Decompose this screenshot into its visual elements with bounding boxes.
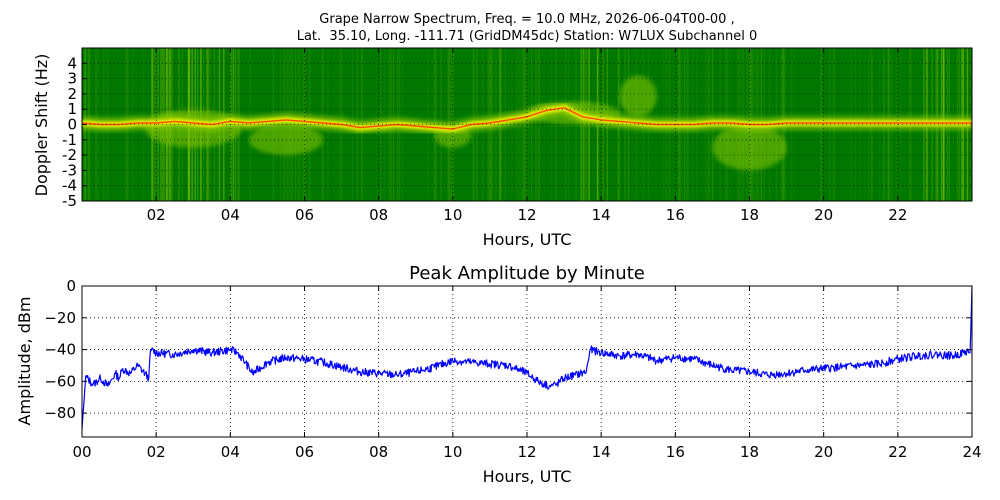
amplitude-y-tick-label: −40 (44, 341, 76, 359)
amplitude-x-tick-label: 24 (962, 443, 981, 461)
amplitude-x-tick-label: 02 (147, 443, 166, 461)
spectrum-y-tick-label: -3 (62, 161, 77, 179)
spectrum-x-tick-label: 06 (295, 206, 314, 224)
spectrum-y-tick-label: -1 (62, 131, 77, 149)
amplitude-x-tick-label: 14 (592, 443, 611, 461)
amplitude-y-label: Amplitude, dBm (15, 297, 34, 426)
spectrum-x-label: Hours, UTC (483, 230, 572, 249)
spectrum-y-tick-label: -4 (62, 177, 77, 195)
spectrum-feature-hump-15 (619, 75, 657, 117)
amplitude-x-tick-label: 08 (369, 443, 388, 461)
amplitude-series-line (82, 286, 972, 430)
amplitude-x-tick-label: 22 (888, 443, 907, 461)
amplitude-x-tick-label: 16 (666, 443, 685, 461)
spectrum-x-tick-label: 16 (666, 206, 685, 224)
spectrum-feature-dip-05-06 (248, 124, 324, 156)
amplitude-y-tick-label: 0 (66, 277, 76, 295)
spectrum-x-tick-label: 08 (369, 206, 388, 224)
spectrum-y-tick-label: 0 (67, 116, 77, 134)
amplitude-chart: Peak Amplitude by Minute 00 02 04 06 08 10 12 1… (15, 263, 982, 486)
spectrum-y-label: Doppler Shift (Hz) (32, 54, 51, 197)
spectrum-grid (82, 48, 972, 201)
spectrum-title-line-1: Grape Narrow Spectrum, Freq. = 10.0 MHz,… (319, 12, 735, 27)
amplitude-x-tick-label: 06 (295, 443, 314, 461)
amplitude-x-tick-label: 04 (221, 443, 240, 461)
amplitude-x-tick-label: 10 (443, 443, 462, 461)
spectrum-y-tick-label: -2 (62, 146, 77, 164)
spectrum-x-tick-label: 20 (814, 206, 833, 224)
amplitude-y-ticks: 0 −20 −40 −60 −80 (44, 277, 972, 422)
spectrum-x-tick-label: 18 (740, 206, 759, 224)
spectrum-x-tick-label: 14 (592, 206, 611, 224)
amplitude-x-tick-label: 20 (814, 443, 833, 461)
spectrum-x-tick-label: 10 (443, 206, 462, 224)
spectrum-feature-tail-18 (712, 124, 787, 171)
amplitude-title: Peak Amplitude by Minute (409, 263, 645, 284)
spectrum-y-tick-label: 1 (67, 100, 77, 118)
spectrum-title-line-2: Lat. 35.10, Long. -111.71 (GridDM45dc) S… (296, 29, 758, 44)
amplitude-background (82, 286, 972, 437)
amplitude-x-tick-label: 18 (740, 443, 759, 461)
spectrum-x-tick-label: 04 (221, 206, 240, 224)
amplitude-y-tick-label: −80 (44, 404, 76, 422)
spectrum-x-tick-label: 02 (147, 206, 166, 224)
amplitude-y-tick-label: −60 (44, 372, 76, 390)
spectrum-x-tick-label: 22 (888, 206, 907, 224)
spectrum-y-tick-label: -5 (62, 192, 77, 210)
amplitude-x-label: Hours, UTC (483, 467, 572, 486)
spectrum-x-ticks: 02 04 06 08 10 12 14 16 18 20 22 (147, 48, 907, 224)
spectrum-y-tick-label: 3 (67, 70, 77, 88)
spectrum-y-tick-label: 4 (67, 54, 77, 72)
amplitude-x-tick-label: 12 (517, 443, 536, 461)
amplitude-x-ticks: 00 02 04 06 08 10 12 14 16 18 20 22 24 (72, 286, 982, 461)
spectrum-y-tick-label: 2 (67, 85, 77, 103)
amplitude-y-tick-label: −20 (44, 309, 76, 327)
spectrum-x-tick-label: 12 (517, 206, 536, 224)
amplitude-x-tick-label: 00 (72, 443, 91, 461)
